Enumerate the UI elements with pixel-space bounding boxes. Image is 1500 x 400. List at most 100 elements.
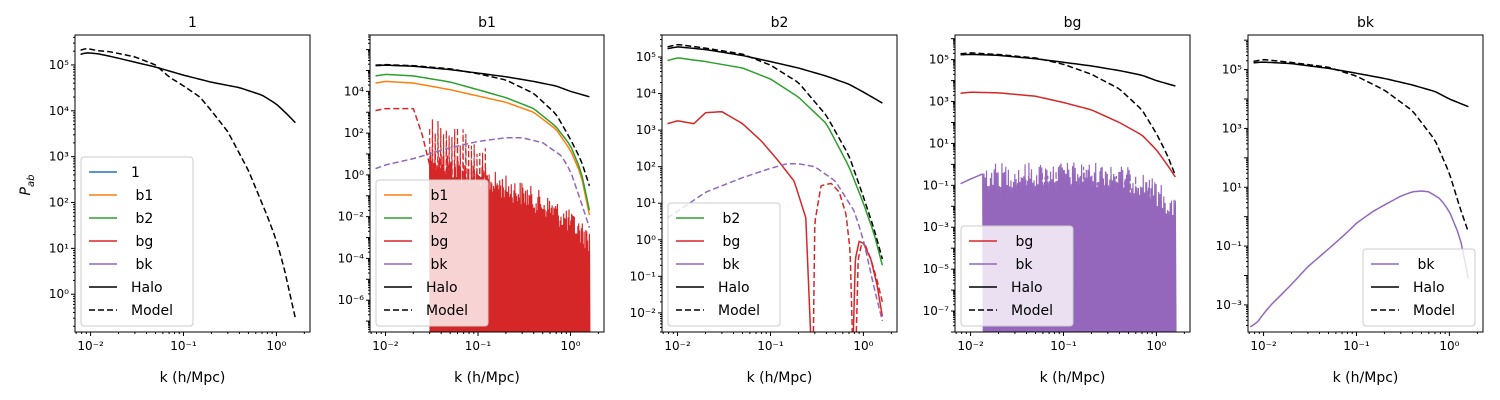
legend-label: Model [1413, 303, 1455, 319]
series-halo-solid [960, 53, 1176, 87]
series-bk-noisy [982, 162, 1177, 332]
y-tick-label: 10³ [929, 95, 949, 109]
legend-label: Halo [1413, 280, 1445, 296]
y-tick-label: 10⁻⁷ [923, 304, 950, 318]
y-tick-label: 10⁻¹ [630, 269, 657, 283]
y-tick-label: 10⁰ [49, 287, 69, 301]
y-tick-label: 10⁻² [338, 210, 365, 224]
panel-3-frame [661, 34, 898, 333]
series-bk-solid [1249, 190, 1470, 328]
legend-box [667, 202, 781, 327]
series-b2-solid [667, 57, 884, 266]
legend-label: bk [1011, 257, 1033, 273]
series-bg-solid [852, 240, 884, 332]
series-halo-solid [667, 46, 883, 104]
series-b1-solid [375, 80, 591, 216]
x-axis-label: k (h/Mpc) [747, 370, 813, 386]
x-axis-label: k (h/Mpc) [160, 370, 226, 386]
y-tick-label: 10¹ [1222, 180, 1242, 194]
legend-label: b1 [426, 188, 448, 204]
x-axis-label: k (h/Mpc) [1040, 370, 1106, 386]
panel-title: 1 [188, 15, 197, 31]
panel-title: bg [1064, 15, 1082, 31]
panel-title: b2 [771, 15, 789, 31]
legend: 1 b1 b2 bg bk Halo Model [80, 156, 194, 327]
legend-label: bg [718, 234, 740, 250]
series-bg-dashed [855, 244, 884, 332]
y-tick-label: 10⁴ [636, 87, 656, 101]
series-bg-solid [960, 91, 1176, 178]
y-tick-label: 10⁵ [636, 50, 656, 64]
legend-label: b1 [131, 188, 153, 204]
x-tick-label: 10⁻² [1250, 339, 1277, 353]
y-tick-label: 10⁻⁴ [338, 251, 365, 265]
x-tick-label: 10⁻¹ [465, 339, 492, 353]
panel-1-frame [74, 34, 311, 333]
x-tick-label: 10⁻² [372, 339, 399, 353]
y-tick-label: 10³ [1222, 121, 1242, 135]
legend-label: b2 [426, 211, 448, 227]
series-bk-dashed [667, 163, 884, 322]
legend-label: bg [1011, 234, 1033, 250]
legend-label: b2 [718, 211, 740, 227]
y-tick-label: 10⁰ [636, 233, 656, 247]
legend-label: bk [131, 257, 153, 273]
y-tick-label: 10¹ [929, 136, 949, 150]
x-tick-label: 10⁰ [1146, 339, 1166, 353]
y-tick-label: 10³ [49, 150, 69, 164]
y-tick-label: 10⁻³ [923, 220, 950, 234]
x-axis-label: k (h/Mpc) [1333, 370, 1399, 386]
panel-1: 10⁻² 10⁻¹ 10⁰ 10⁰ 10¹ 10² 10³ 10⁴ 10⁵ 1 k (h/Mpc) 1… [49, 15, 311, 386]
legend-label: Model [718, 303, 760, 319]
legend-label: Halo [131, 280, 163, 296]
series-bk-solid [960, 173, 983, 185]
series-model-dashed [1253, 58, 1470, 233]
panel-title: b1 [478, 15, 496, 31]
y-tick-label: 10¹ [636, 196, 656, 210]
legend-label: Halo [718, 280, 750, 296]
x-tick-label: 10⁻² [77, 339, 104, 353]
series-model-dashed [375, 63, 591, 187]
legend: b1 b2 bg bk Halo Model [375, 179, 489, 327]
legend-label: Model [426, 303, 468, 319]
panel-5-series [1249, 58, 1470, 328]
y-tick-label: 10² [636, 160, 656, 174]
y-tick-label: 10⁰ [344, 168, 364, 182]
y-axis-label-sub: ab [26, 175, 37, 187]
legend-box [960, 225, 1074, 327]
series-bg-solid [667, 111, 812, 332]
series-b2-solid [375, 73, 591, 211]
y-tick-label: 10² [344, 126, 364, 140]
series-halo-solid [1253, 61, 1469, 108]
series-bg-dashed [375, 107, 431, 166]
y-tick-label: 10² [49, 196, 69, 210]
x-tick-label: 10⁻² [664, 339, 691, 353]
legend-label: Model [1011, 303, 1053, 319]
panel-4-series [960, 52, 1177, 332]
series-model-dashed [667, 43, 884, 260]
legend-box [375, 179, 489, 327]
legend-label: bk [426, 257, 448, 273]
series-model-dashed [80, 47, 297, 319]
series-model-dashed [960, 52, 1177, 176]
y-tick-label: 10⁴ [344, 84, 364, 98]
panel-2: 10⁻² 10⁻¹ 10⁰ 10⁻⁶ 10⁻⁴ 10⁻² 10⁰ 10² 10⁴ b1 k (h/M… [338, 15, 605, 386]
x-tick-label: 10⁰ [853, 339, 873, 353]
legend-box [1362, 248, 1476, 327]
x-tick-label: 10⁰ [1439, 339, 1459, 353]
y-tick-label: 10⁻² [630, 306, 657, 320]
panel-4-frame [954, 34, 1191, 333]
legend-label: bk [718, 257, 740, 273]
y-tick-label: 10⁵ [929, 53, 949, 67]
y-tick-label: 10⁻¹ [923, 178, 950, 192]
legend: b2 bg bk Halo Model [667, 202, 781, 327]
x-tick-label: 10⁻² [957, 339, 984, 353]
legend-label: Halo [426, 280, 458, 296]
legend-label: bk [1413, 257, 1435, 273]
panel-1-series [80, 47, 297, 319]
y-tick-label: 10⁻⁵ [923, 262, 950, 276]
series-halo-solid [375, 64, 590, 98]
x-tick-label: 10⁻¹ [1343, 339, 1370, 353]
